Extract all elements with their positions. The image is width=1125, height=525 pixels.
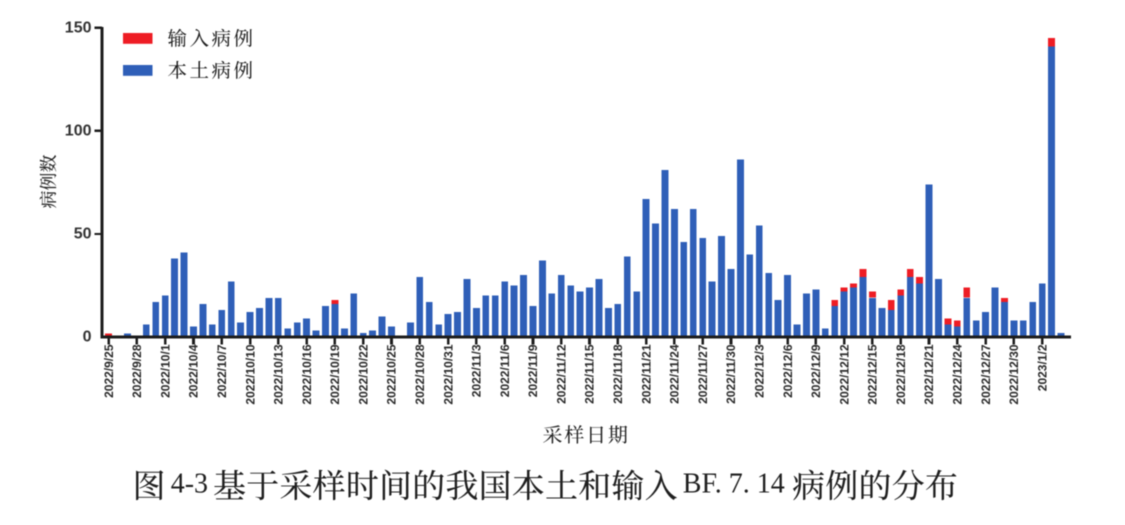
svg-text:2022/11/30: 2022/11/30 [724, 344, 738, 404]
svg-text:2022/10/16: 2022/10/16 [300, 344, 314, 404]
svg-text:2022/10/7: 2022/10/7 [215, 344, 229, 398]
svg-text:2022/10/28: 2022/10/28 [413, 344, 427, 404]
svg-text:2022/12/12: 2022/12/12 [837, 344, 851, 404]
svg-text:2022/10/22: 2022/10/22 [356, 344, 370, 404]
svg-text:2022/11/24: 2022/11/24 [668, 344, 682, 404]
svg-text:2022/11/9: 2022/11/9 [526, 344, 540, 397]
svg-text:2022/12/24: 2022/12/24 [951, 344, 965, 404]
svg-text:2022/10/4: 2022/10/4 [187, 344, 201, 398]
svg-text:2022/10/1: 2022/10/1 [158, 344, 172, 398]
svg-text:2022/10/13: 2022/10/13 [272, 344, 286, 404]
svg-text:2022/11/12: 2022/11/12 [554, 344, 568, 404]
svg-text:2022/12/27: 2022/12/27 [979, 344, 993, 404]
svg-text:100: 100 [65, 122, 92, 139]
svg-text:2022/11/21: 2022/11/21 [639, 344, 653, 404]
svg-text:2022/9/28: 2022/9/28 [130, 344, 144, 398]
svg-text:2022/10/10: 2022/10/10 [243, 344, 257, 404]
svg-text:2022/12/6: 2022/12/6 [781, 344, 795, 398]
svg-text:2022/10/25: 2022/10/25 [385, 344, 399, 404]
svg-text:2022/9/25: 2022/9/25 [102, 344, 116, 398]
svg-text:2022/12/3: 2022/12/3 [752, 344, 766, 398]
svg-text:BF. 7. 14: BF. 7. 14 [683, 469, 785, 500]
svg-text:50: 50 [74, 225, 92, 242]
svg-text:2022/10/19: 2022/10/19 [328, 344, 342, 404]
svg-text:2022/11/6: 2022/11/6 [498, 344, 512, 397]
svg-text:2022/10/31: 2022/10/31 [441, 344, 455, 404]
svg-text:2022/11/27: 2022/11/27 [696, 344, 710, 404]
svg-text:2022/11/3: 2022/11/3 [470, 344, 484, 397]
svg-text:2022/11/15: 2022/11/15 [583, 344, 597, 404]
svg-text:2022/12/21: 2022/12/21 [922, 344, 936, 404]
svg-text:2022/12/18: 2022/12/18 [894, 344, 908, 404]
svg-text:2022/12/30: 2022/12/30 [1007, 344, 1021, 404]
svg-text:150: 150 [65, 19, 92, 36]
svg-text:2022/12/9: 2022/12/9 [809, 344, 823, 398]
svg-text:2023/1/2: 2023/1/2 [1035, 344, 1049, 391]
svg-text:2022/12/15: 2022/12/15 [866, 344, 880, 404]
svg-text:2022/11/18: 2022/11/18 [611, 344, 625, 404]
svg-text:0: 0 [83, 328, 92, 345]
svg-text:4-3: 4-3 [171, 469, 208, 500]
